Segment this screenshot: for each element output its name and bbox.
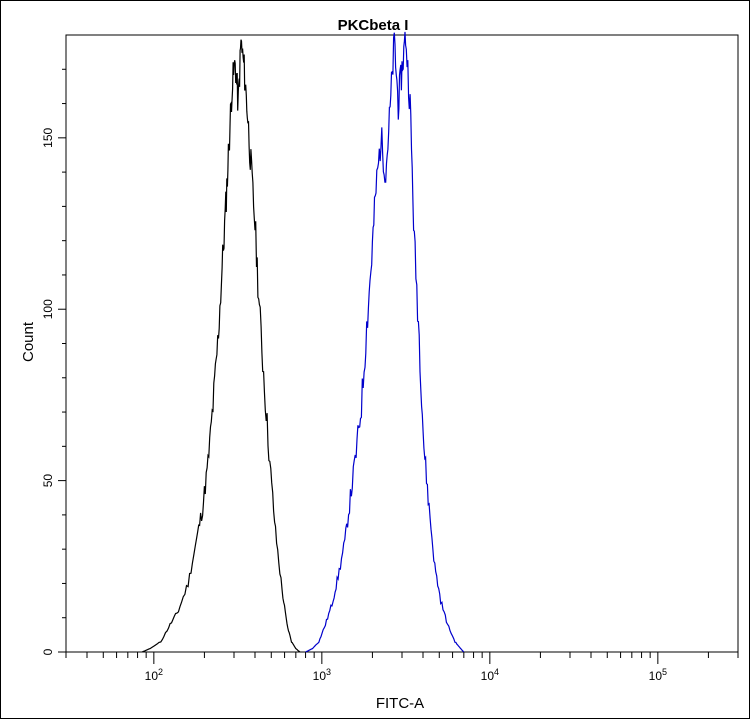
y-tick-label: 0	[41, 648, 55, 655]
x-axis-ticks: 102 103 104 105	[65, 652, 739, 683]
y-tick-label: 150	[41, 128, 55, 148]
y-axis-label: Count	[20, 321, 37, 362]
x-tick-label: 105	[649, 667, 667, 683]
x-tick-label: 104	[481, 667, 499, 683]
x-tick-label: 103	[313, 667, 331, 683]
y-axis-ticks: 0 50 100 150	[41, 68, 66, 655]
y-tick-label: 100	[41, 299, 55, 319]
x-axis-label: FITC-A	[376, 695, 424, 712]
x-tick-label: 102	[145, 667, 163, 683]
control-histogram-line	[141, 39, 301, 653]
y-tick-label: 50	[41, 474, 55, 488]
chart-title: PKCbeta I	[338, 17, 409, 34]
series-lines	[141, 31, 465, 653]
stained-histogram-line	[305, 31, 465, 653]
